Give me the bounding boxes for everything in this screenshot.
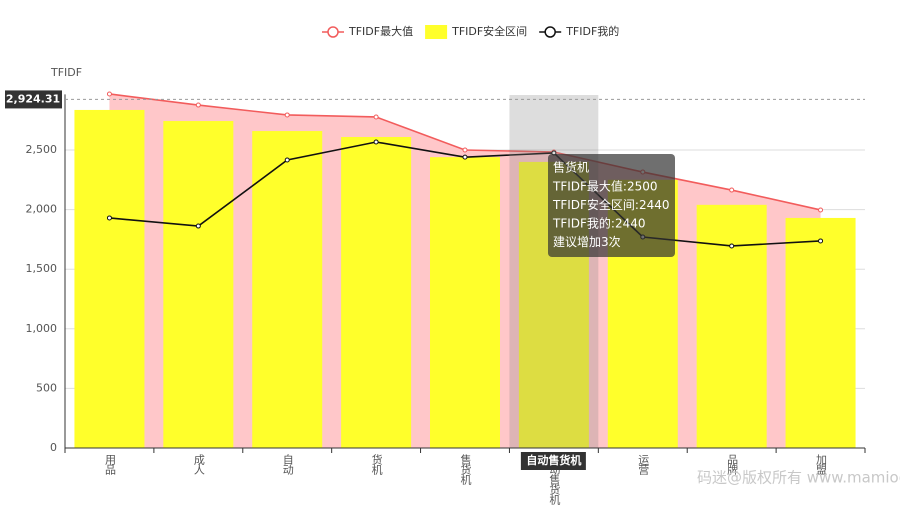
x-tick-label: 货机 bbox=[370, 453, 383, 475]
legend-icon bbox=[544, 26, 556, 38]
x-tick-label: 运营 bbox=[637, 454, 650, 476]
pointer-label-bg bbox=[520, 452, 586, 470]
pointer-label: 自动售货机 bbox=[526, 453, 581, 467]
point bbox=[373, 114, 379, 120]
y-axis-label: TFIDF bbox=[50, 66, 82, 79]
tooltip-title: 售货机 bbox=[553, 160, 589, 175]
x-tick-label: 成人 bbox=[192, 454, 205, 475]
legend-label: TFIDF我的 bbox=[565, 24, 619, 38]
point bbox=[462, 147, 468, 153]
legend-label: TFIDF安全区间 bbox=[451, 24, 527, 38]
point bbox=[284, 112, 290, 118]
bar bbox=[696, 204, 767, 448]
point bbox=[818, 207, 824, 213]
tooltip-line: TFIDF安全区间:2440 bbox=[552, 197, 670, 212]
bar bbox=[252, 131, 323, 449]
watermark: 码迷@版权所有 www.mamioo.com bbox=[697, 469, 900, 487]
bar bbox=[341, 137, 412, 448]
point bbox=[106, 215, 112, 221]
y-tick-label: 500 bbox=[36, 381, 57, 394]
point bbox=[818, 238, 824, 244]
bar bbox=[74, 109, 145, 449]
pointer-label: 2,924.31 bbox=[6, 92, 60, 105]
legend-label: TFIDF最大值 bbox=[348, 24, 413, 38]
y-tick-label: 2,000 bbox=[26, 203, 58, 216]
x-tick-label: 品牌 bbox=[726, 454, 739, 476]
x-tick-label: 加盟 bbox=[815, 454, 828, 475]
tooltip-line: TFIDF我的:2440 bbox=[552, 216, 646, 231]
bar bbox=[785, 217, 856, 448]
pointer-shadow bbox=[509, 95, 599, 448]
pointer-label-bg bbox=[5, 90, 62, 109]
tooltip-bg bbox=[548, 154, 675, 257]
legend: TFIDF最大值 TFIDF安全区间 TFIDF我的 bbox=[322, 24, 619, 39]
legend-icon bbox=[327, 26, 339, 38]
point bbox=[729, 187, 735, 193]
x-tick-label: 售货机 bbox=[459, 453, 472, 485]
y-tick-label: 1,000 bbox=[26, 322, 58, 335]
point bbox=[373, 139, 379, 145]
tooltip-line: TFIDF最大值:2500 bbox=[552, 179, 658, 194]
y-tick-label: 2,500 bbox=[26, 143, 58, 156]
bar bbox=[430, 157, 500, 449]
x-tick-label: 自动 bbox=[281, 454, 294, 475]
point bbox=[284, 157, 290, 163]
point bbox=[195, 223, 201, 229]
tooltip-line: 建议增加3次 bbox=[553, 235, 621, 249]
bar bbox=[163, 121, 234, 449]
point bbox=[106, 91, 112, 97]
legend-icon bbox=[425, 25, 448, 39]
point bbox=[462, 154, 468, 160]
y-tick-label: 1,500 bbox=[26, 262, 58, 275]
point bbox=[195, 102, 201, 108]
x-tick-label: 用品 bbox=[103, 454, 116, 475]
point bbox=[729, 243, 735, 249]
y-tick-label: 0 bbox=[50, 441, 57, 454]
